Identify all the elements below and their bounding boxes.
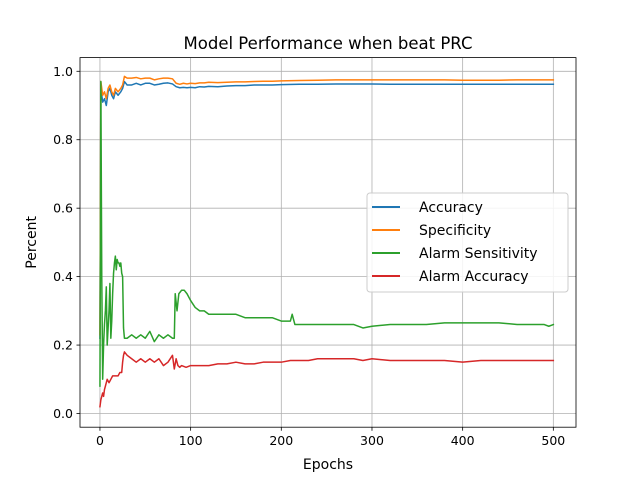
series-lines — [99, 75, 555, 408]
x-tick-label: 200 — [269, 433, 293, 448]
legend-entries: Accuracy Specificity Alarm Sensitivity Alar… — [372, 200, 538, 285]
series-line-alarm-sensitivity — [99, 80, 555, 387]
x-tick-label: 0 — [96, 433, 104, 448]
axis-ticks: 0 100 200 300 400 500 0.0 0.2 0.4 0.6 0.8 1.0 — [53, 64, 565, 448]
legend: Accuracy Specificity Alarm Sensitivity Alar… — [366, 192, 569, 293]
y-tick-label: 0.2 — [53, 338, 73, 353]
series-line-specificity — [99, 75, 555, 336]
y-tick-label: 1.0 — [53, 64, 73, 79]
plot-frame — [79, 57, 577, 428]
series-line-accuracy — [99, 80, 555, 339]
x-axis-label: Epochs — [303, 457, 353, 473]
y-tick-label: 0.4 — [53, 269, 73, 284]
y-tick-label: 0.8 — [53, 132, 73, 147]
legend-label-alarm-accuracy: Alarm Accuracy — [419, 269, 529, 285]
y-axis-label: Percent — [24, 216, 40, 269]
x-tick-label: 100 — [179, 433, 203, 448]
y-tick-label: 0.6 — [53, 201, 73, 216]
legend-label-accuracy: Accuracy — [419, 200, 483, 216]
x-tick-label: 400 — [451, 433, 475, 448]
series-line-alarm-accuracy — [99, 351, 555, 408]
legend-box — [366, 192, 569, 293]
x-tick-label: 300 — [360, 433, 384, 448]
x-tick-label: 500 — [541, 433, 565, 448]
legend-label-specificity: Specificity — [419, 223, 491, 239]
chart-title: Model Performance when beat PRC — [184, 34, 473, 53]
legend-label-alarm-sensitivity: Alarm Sensitivity — [419, 246, 538, 262]
y-tick-label: 0.0 — [53, 406, 73, 421]
